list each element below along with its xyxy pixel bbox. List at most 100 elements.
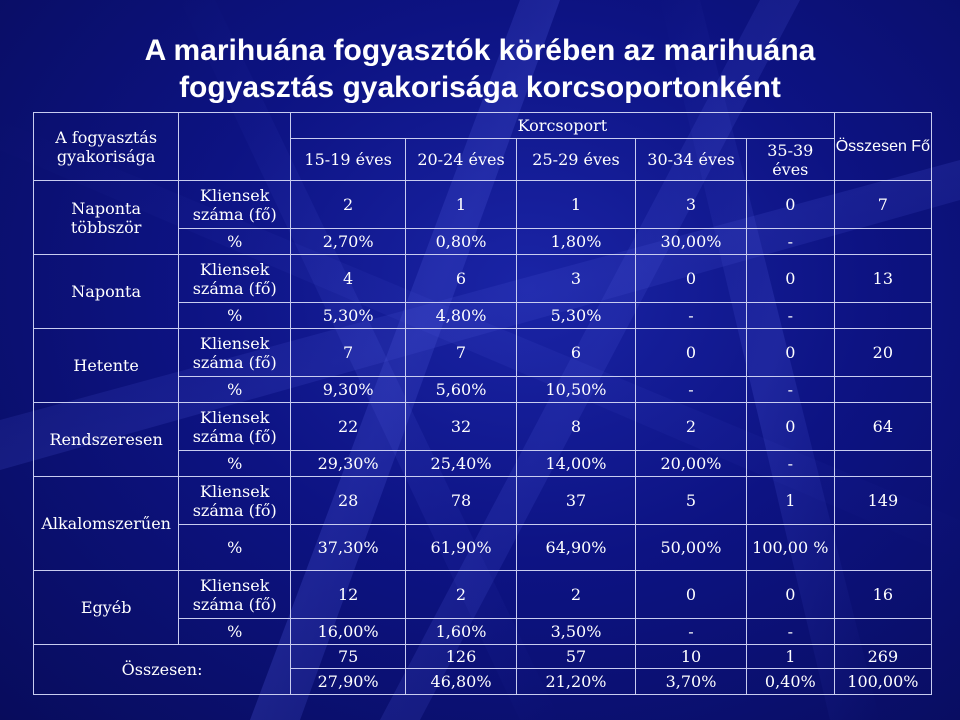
count-cell: 7 bbox=[405, 328, 517, 377]
column-header-4: 30-34 éves bbox=[635, 138, 747, 181]
count-cell: 28 bbox=[290, 476, 407, 525]
count-cell: 1 bbox=[745, 476, 835, 525]
row-percent-total-cell bbox=[833, 524, 933, 571]
count-cell: 2 bbox=[635, 402, 747, 451]
count-cell: 37 bbox=[515, 476, 637, 525]
total-count-cell: 57 bbox=[515, 644, 637, 669]
total-percent-cell: 0,40% bbox=[745, 668, 835, 695]
count-cell: 0 bbox=[745, 402, 835, 451]
frequency-label: Naponta többször bbox=[32, 180, 180, 255]
count-cell: 3 bbox=[515, 254, 637, 303]
row-percent-total-cell bbox=[833, 450, 933, 477]
percent-cell: 16,00% bbox=[290, 618, 407, 645]
count-cell: 2 bbox=[515, 570, 637, 619]
percent-label: % bbox=[178, 302, 292, 329]
row-total-cell: 64 bbox=[833, 402, 933, 451]
count-cell: 22 bbox=[290, 402, 407, 451]
count-label: Kliensek száma (fő) bbox=[178, 328, 292, 377]
total-count-cell: 75 bbox=[290, 644, 407, 669]
percent-cell: 9,30% bbox=[290, 376, 407, 403]
frequency-table: A fogyasztás gyakorisága Korcsoport Összes… bbox=[32, 112, 933, 695]
count-cell: 0 bbox=[745, 570, 835, 619]
total-percent-cell: 27,90% bbox=[290, 668, 407, 695]
percent-cell: 2,70% bbox=[290, 228, 407, 255]
column-header-3: 25-29 éves bbox=[515, 138, 637, 181]
column-header-1: 15-19 éves bbox=[290, 138, 407, 181]
percent-cell: - bbox=[745, 302, 835, 329]
percent-cell: - bbox=[745, 450, 835, 477]
percent-cell: 61,90% bbox=[405, 524, 517, 571]
table-row: Hetente Kliensek száma (fő) 7 7 6 0 0 20 bbox=[32, 328, 933, 403]
percent-cell: 100,00 % bbox=[745, 524, 835, 571]
count-label: Kliensek száma (fő) bbox=[178, 402, 292, 451]
percent-cell: 25,40% bbox=[405, 450, 517, 477]
row-percent-total-cell bbox=[833, 376, 933, 403]
count-cell: 0 bbox=[745, 180, 835, 229]
count-cell: 12 bbox=[290, 570, 407, 619]
percent-cell: 0,80% bbox=[405, 228, 517, 255]
count-cell: 2 bbox=[290, 180, 407, 229]
slide-title: A marihuána fogyasztók körében az marihu… bbox=[30, 32, 930, 106]
percent-cell: - bbox=[635, 302, 747, 329]
percent-cell: 14,00% bbox=[515, 450, 637, 477]
count-label: Kliensek száma (fő) bbox=[178, 476, 292, 525]
row-total-cell: 16 bbox=[833, 570, 933, 619]
row-percent-total-cell bbox=[833, 228, 933, 255]
percent-cell: 5,30% bbox=[290, 302, 407, 329]
total-percent-cell: 46,80% bbox=[405, 668, 517, 695]
percent-cell: 1,80% bbox=[515, 228, 637, 255]
percent-label: % bbox=[178, 524, 292, 571]
percent-label: % bbox=[178, 618, 292, 645]
percent-cell: 4,80% bbox=[405, 302, 517, 329]
percent-cell: - bbox=[745, 618, 835, 645]
count-cell: 0 bbox=[635, 254, 747, 303]
count-cell: 3 bbox=[635, 180, 747, 229]
percent-cell: 64,90% bbox=[515, 524, 637, 571]
row-percent-total-cell bbox=[833, 302, 933, 329]
header-row-group: A fogyasztás gyakorisága Korcsoport Összes… bbox=[32, 112, 933, 181]
count-cell: 0 bbox=[635, 570, 747, 619]
column-header-2: 20-24 éves bbox=[405, 138, 517, 181]
total-count-cell: 126 bbox=[405, 644, 517, 669]
grand-percent-cell: 100,00% bbox=[833, 668, 933, 695]
table-row: % 37,30% 61,90% 64,90% 50,00% 100,00 % bbox=[34, 524, 933, 571]
totals-label: Összesen: bbox=[32, 644, 292, 695]
count-cell: 32 bbox=[405, 402, 517, 451]
total-percent-cell: 3,70% bbox=[635, 668, 747, 695]
percent-cell: - bbox=[745, 376, 835, 403]
count-cell: 5 bbox=[635, 476, 747, 525]
percent-cell: - bbox=[635, 376, 747, 403]
frequency-label: Naponta bbox=[32, 254, 180, 329]
table-row: Naponta Kliensek száma (fő) 4 6 3 0 0 13 bbox=[32, 254, 933, 329]
percent-cell: - bbox=[745, 228, 835, 255]
percent-label: % bbox=[178, 450, 292, 477]
header-row-columns: 15-19 éves 20-24 éves 25-29 éves 30-34 éves… bbox=[34, 138, 932, 181]
count-cell: 1 bbox=[515, 180, 637, 229]
percent-cell: - bbox=[635, 618, 747, 645]
frequency-label: Egyéb bbox=[32, 570, 180, 645]
count-cell: 7 bbox=[290, 328, 407, 377]
count-cell: 2 bbox=[405, 570, 517, 619]
frequency-label: Hetente bbox=[32, 328, 180, 403]
count-cell: 4 bbox=[290, 254, 407, 303]
percent-cell: 50,00% bbox=[635, 524, 747, 571]
row-percent-total-cell bbox=[833, 618, 933, 645]
count-label: Kliensek száma (fő) bbox=[178, 570, 292, 619]
title-line-2: fogyasztás gyakorisága korcsoportonként bbox=[179, 71, 781, 104]
percent-cell: 29,30% bbox=[290, 450, 407, 477]
total-count-cell: 1 bbox=[745, 644, 835, 669]
percent-cell: 20,00% bbox=[635, 450, 747, 477]
count-cell: 8 bbox=[515, 402, 637, 451]
count-cell: 0 bbox=[635, 328, 747, 377]
totals-row: Összesen: 75 126 57 10 1 269 bbox=[32, 644, 933, 695]
row-total-cell: 20 bbox=[833, 328, 933, 377]
total-count-cell: 10 bbox=[635, 644, 747, 669]
percent-cell: 5,60% bbox=[405, 376, 517, 403]
total-percent-cell: 21,20% bbox=[515, 668, 637, 695]
row-total-cell: 13 bbox=[833, 254, 933, 303]
percent-cell: 5,30% bbox=[515, 302, 637, 329]
table-row: Rendszeresen Kliensek száma (fő) 22 32 8 2 0 64 bbox=[32, 402, 933, 477]
title-line-1: A marihuána fogyasztók körében az marihu… bbox=[144, 34, 816, 67]
table-row: Egyéb Kliensek száma (fő) 12 2 2 0 0 16 bbox=[32, 570, 933, 645]
percent-cell: 10,50% bbox=[515, 376, 637, 403]
